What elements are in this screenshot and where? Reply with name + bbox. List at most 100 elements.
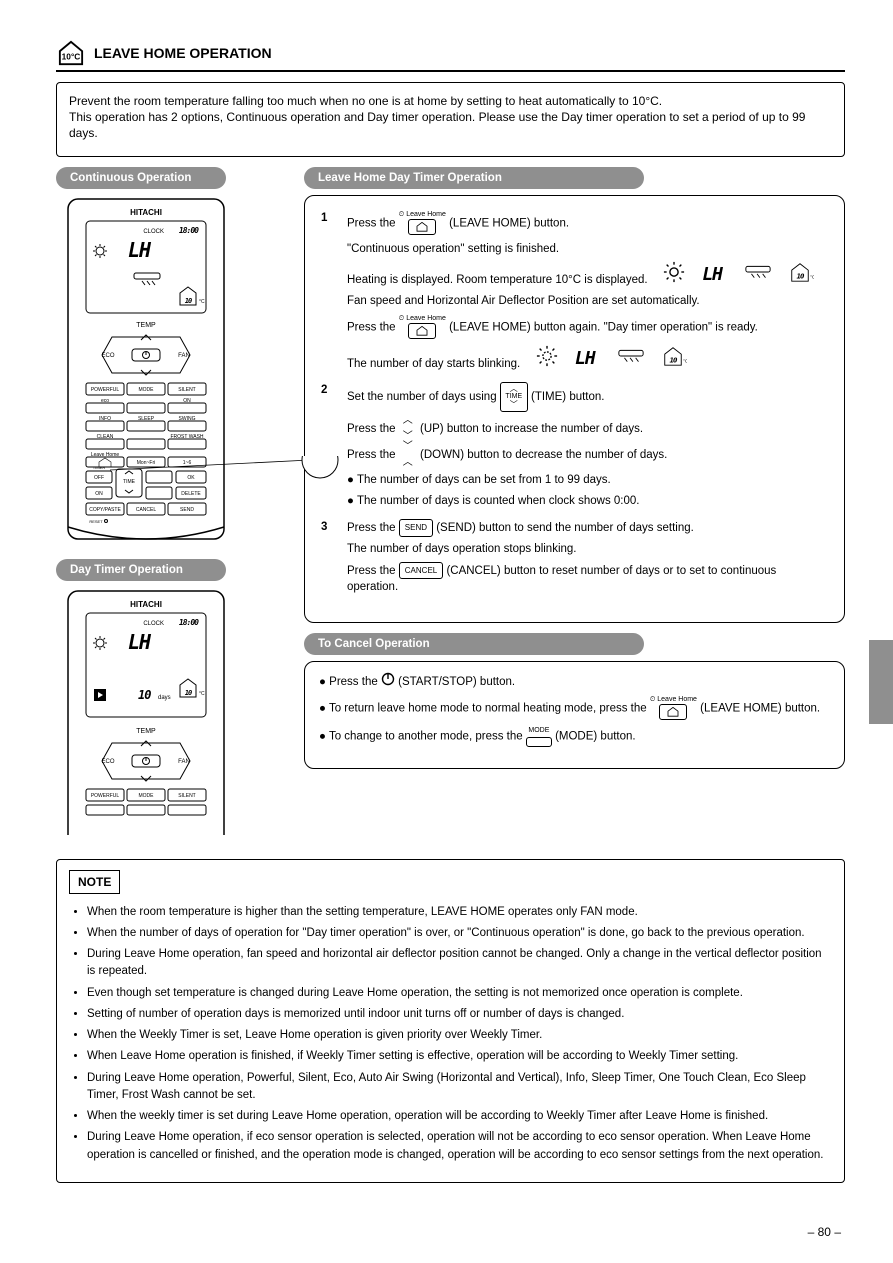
svg-text:FAN: FAN	[178, 759, 190, 765]
note-item: Setting of number of operation days is m…	[87, 1006, 832, 1023]
svg-text:ECO: ECO	[101, 759, 114, 765]
page-title: LEAVE HOME OPERATION	[94, 45, 272, 61]
send-button-icon: SEND	[399, 519, 433, 537]
header-row: 10°C LEAVE HOME OPERATION	[56, 40, 845, 66]
svg-text:MODE: MODE	[139, 387, 155, 393]
time-button-icon: ︿TIME﹀	[500, 382, 528, 412]
indicator-row-2: LH 10 °C	[533, 345, 687, 367]
svg-text:POWERFUL: POWERFUL	[91, 387, 120, 393]
svg-text:SILENT: SILENT	[178, 387, 196, 393]
lh-text: LH	[702, 261, 730, 283]
svg-text:CANCEL: CANCEL	[136, 507, 157, 513]
note-item: Even though set temperature is changed d…	[87, 985, 832, 1002]
svg-text:LH: LH	[128, 238, 152, 262]
pill-cancel: To Cancel Operation	[304, 633, 644, 655]
svg-text:OK: OK	[187, 475, 195, 481]
sun-icon	[660, 261, 688, 283]
svg-text:HITACHI: HITACHI	[130, 600, 162, 609]
right-column: Leave Home Day Timer Operation 1 Press t…	[304, 167, 845, 847]
side-tab	[869, 640, 893, 724]
note-item: During Leave Home operation, Powerful, S…	[87, 1070, 832, 1105]
deflector-icon	[617, 345, 645, 367]
chevron-updown-icon: ︿﹀	[403, 416, 413, 442]
note-item: When the weekly timer is set during Leav…	[87, 1108, 832, 1125]
leavehome-button-icon: ⏲ Leave Home	[399, 210, 446, 237]
mode-button-icon	[526, 737, 552, 747]
svg-text:TEMP: TEMP	[136, 322, 156, 329]
page-divider	[56, 70, 845, 72]
note-item: When the Weekly Timer is set, Leave Home…	[87, 1027, 832, 1044]
svg-text:OFF: OFF	[94, 475, 104, 481]
cancel-step: ● Press the (START/STOP) button. ● To re…	[319, 672, 830, 752]
step-1: 1 Press the ⏲ Leave Home (LEAVE HOME) bu…	[321, 210, 828, 377]
remote-illustration-2: HITACHI CLOCK 18:00 LH 10 °C 10 days TEMP	[58, 589, 234, 835]
svg-text:Mon~Fri: Mon~Fri	[137, 460, 155, 466]
svg-text:°C: °C	[683, 358, 687, 363]
svg-text:DELETE: DELETE	[181, 491, 201, 497]
svg-text:ECO: ECO	[101, 353, 114, 359]
note-title: NOTE	[69, 870, 120, 894]
page-number: – 80 –	[808, 1225, 841, 1239]
lh-text: LH	[575, 345, 603, 367]
remote-brand-label: HITACHI	[130, 208, 162, 217]
svg-text:MODE: MODE	[139, 793, 155, 799]
intro-line-2: This operation has 2 options, Continuous…	[69, 109, 832, 141]
step-2: 2 Set the number of days using ︿TIME﹀ (T…	[321, 382, 828, 513]
note-box: NOTE When the room temperature is higher…	[56, 859, 845, 1183]
cancel-box: ● Press the (START/STOP) button. ● To re…	[304, 661, 845, 769]
sun-dashed-icon	[533, 345, 561, 367]
svg-text:18:00: 18:00	[179, 618, 199, 627]
deflector-icon	[744, 261, 772, 283]
leavehome-button-icon: ⏲ Leave Home	[650, 695, 697, 722]
svg-text:LH: LH	[128, 630, 152, 654]
columns: Continuous Operation HITACHI CLOCK 18:00…	[56, 167, 845, 847]
note-item: When Leave Home operation is finished, i…	[87, 1048, 832, 1065]
intro-line-1: Prevent the room temperature falling too…	[69, 93, 832, 109]
note-item: When the room temperature is higher than…	[87, 904, 832, 921]
svg-text:TIMER: TIMER	[93, 465, 106, 470]
house-10c-icon: 10 °C	[786, 261, 814, 283]
indicator-row-1: LH 10 °C	[660, 261, 814, 283]
remote-illustration-1: HITACHI CLOCK 18:00 LH 10 °C TEMP	[58, 197, 234, 547]
note-item: When the number of days of operation for…	[87, 925, 832, 942]
manual-page: 10°C LEAVE HOME OPERATION Prevent the ro…	[0, 0, 893, 1263]
svg-text:10: 10	[797, 272, 805, 281]
intro-box: Prevent the room temperature falling too…	[56, 82, 845, 157]
note-item: During Leave Home operation, fan speed a…	[87, 946, 832, 981]
svg-text:TEMP: TEMP	[136, 728, 156, 735]
procedure-box: 1 Press the ⏲ Leave Home (LEAVE HOME) bu…	[304, 195, 845, 623]
pill-proc: Leave Home Day Timer Operation	[304, 167, 644, 189]
note-list: When the room temperature is higher than…	[69, 904, 832, 1164]
svg-text:CLOCK: CLOCK	[143, 621, 164, 627]
pill-continuous: Continuous Operation	[56, 167, 226, 189]
svg-text:°C: °C	[199, 691, 205, 697]
chevron-updown-icon: ︿﹀	[403, 442, 413, 468]
svg-text:SEND: SEND	[180, 507, 194, 513]
svg-text:10: 10	[138, 688, 151, 702]
svg-text:18:00: 18:00	[179, 226, 199, 235]
svg-text:ON: ON	[95, 491, 103, 497]
svg-text:RESET: RESET	[89, 519, 103, 524]
svg-text:COPY/PASTE: COPY/PASTE	[89, 507, 121, 513]
pill-daytimer: Day Timer Operation	[56, 559, 226, 581]
svg-text:°C: °C	[199, 299, 205, 305]
svg-text:10°C: 10°C	[62, 52, 81, 62]
svg-text:POWERFUL: POWERFUL	[91, 793, 120, 799]
svg-text:°C: °C	[810, 275, 814, 280]
cancel-button-icon: CANCEL	[399, 562, 443, 580]
svg-text:CLOCK: CLOCK	[143, 229, 164, 235]
svg-text:FAN: FAN	[178, 353, 190, 359]
left-column: Continuous Operation HITACHI CLOCK 18:00…	[56, 167, 292, 847]
house-10c-icon: 10°C	[56, 40, 86, 66]
svg-text:1~6: 1~6	[183, 460, 192, 466]
svg-text:days: days	[158, 695, 171, 701]
note-item: During Leave Home operation, if eco sens…	[87, 1129, 832, 1164]
svg-text:SILENT: SILENT	[178, 793, 196, 799]
startstop-icon	[381, 672, 395, 692]
house-10c-icon: 10 °C	[659, 345, 687, 367]
svg-text:10: 10	[185, 297, 192, 305]
step-3: 3 Press the SEND (SEND) button to send t…	[321, 519, 828, 600]
leavehome-button-icon: ⏲ Leave Home	[399, 314, 446, 341]
svg-text:10: 10	[670, 355, 678, 364]
svg-text:10: 10	[185, 689, 192, 697]
